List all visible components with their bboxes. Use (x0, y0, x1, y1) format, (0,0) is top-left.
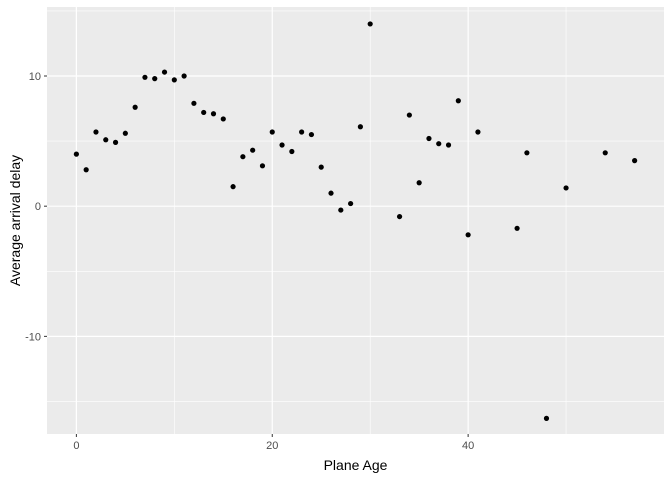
data-point (367, 21, 373, 27)
x-tick-label: 20 (266, 440, 278, 452)
y-axis-title: Average arrival delay (7, 155, 23, 286)
data-point (259, 163, 266, 169)
y-tick-label: 0 (35, 201, 41, 213)
data-point (445, 142, 452, 148)
data-point (308, 131, 315, 138)
data-point (436, 141, 442, 147)
data-point (357, 124, 363, 130)
x-axis-title: Plane Age (324, 457, 388, 473)
data-point (93, 129, 99, 135)
data-point (416, 180, 422, 186)
data-point (348, 200, 354, 207)
data-point (83, 167, 89, 173)
data-point (230, 184, 236, 190)
minor-gridlines (47, 7, 664, 434)
y-tick-label: -10 (25, 331, 41, 343)
data-point (210, 111, 217, 117)
plot-panel (47, 7, 664, 434)
x-tick-label: 40 (462, 440, 474, 452)
x-tick-label: 0 (73, 440, 79, 452)
data-point (250, 147, 256, 153)
data-point (328, 190, 334, 196)
data-point (563, 185, 569, 191)
data-point (279, 142, 285, 148)
data-point (201, 109, 207, 116)
data-point (396, 213, 403, 220)
data-point (103, 137, 109, 143)
data-point (152, 76, 158, 82)
data-point (269, 129, 275, 135)
data-point (465, 232, 471, 238)
y-tick-label: 10 (29, 71, 41, 83)
data-point (475, 129, 481, 135)
data-points (73, 21, 638, 421)
data-point (543, 415, 550, 421)
data-point (112, 139, 119, 145)
major-gridlines (47, 7, 664, 434)
data-point (338, 207, 344, 213)
data-point (289, 148, 295, 155)
data-point (632, 158, 638, 164)
data-point (73, 151, 79, 157)
data-point (240, 154, 246, 160)
data-point (171, 77, 177, 83)
data-point (299, 129, 305, 135)
data-point (191, 100, 197, 106)
data-point (455, 98, 461, 104)
data-point (602, 150, 608, 156)
data-point (122, 130, 128, 136)
x-axis-ticks: 0 20 40 (73, 434, 474, 452)
data-point (524, 150, 530, 156)
data-point (220, 116, 226, 122)
data-point (514, 225, 520, 231)
data-point (406, 112, 412, 118)
data-point (426, 135, 432, 142)
data-point (142, 74, 148, 80)
y-axis-ticks: -10 0 10 (25, 71, 47, 343)
data-point (161, 69, 168, 75)
data-point (181, 73, 187, 79)
data-point (318, 164, 324, 170)
data-point (132, 104, 138, 110)
